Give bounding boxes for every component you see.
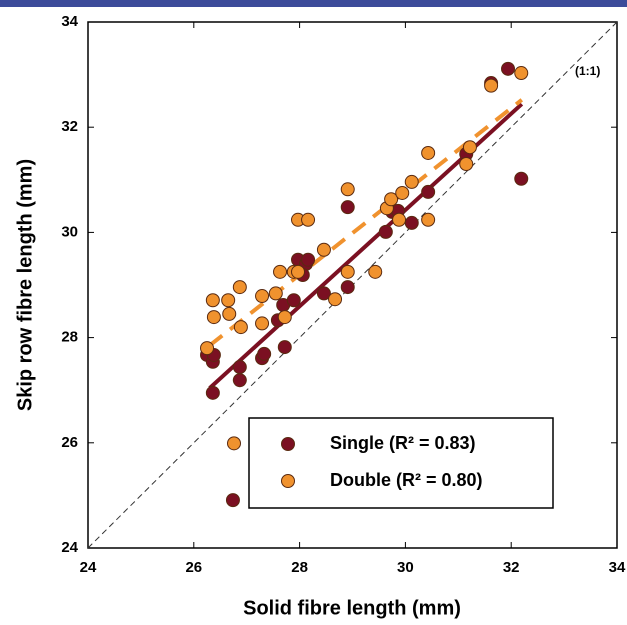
point xyxy=(384,192,399,207)
header-bar xyxy=(0,0,627,7)
x-tick-label: 24 xyxy=(80,559,97,576)
point xyxy=(232,373,247,388)
point xyxy=(222,306,237,321)
y-tick-label: 24 xyxy=(61,539,78,556)
point xyxy=(277,310,292,325)
point xyxy=(255,316,270,331)
point xyxy=(277,340,292,355)
point xyxy=(501,61,516,76)
y-tick-label: 32 xyxy=(61,118,78,135)
point xyxy=(404,215,419,230)
y-tick-label: 30 xyxy=(61,223,78,240)
point xyxy=(340,280,355,295)
point xyxy=(205,293,220,308)
y-tick-label: 26 xyxy=(61,434,78,451)
x-tick-label: 26 xyxy=(185,559,202,576)
y-axis-title: Skip row fibre length (mm) xyxy=(14,159,36,411)
point xyxy=(340,264,355,279)
x-tick-label: 34 xyxy=(609,559,626,576)
x-axis-title: Solid fibre length (mm) xyxy=(243,597,461,619)
x-tick-label: 32 xyxy=(503,559,520,576)
point xyxy=(378,224,393,239)
point xyxy=(232,360,247,375)
y-tick-label: 34 xyxy=(61,13,78,30)
point xyxy=(232,280,247,295)
legend-box xyxy=(248,417,554,509)
point xyxy=(316,242,331,257)
point xyxy=(514,66,529,81)
point xyxy=(233,320,248,335)
point xyxy=(200,341,215,356)
point xyxy=(227,436,242,451)
point xyxy=(392,212,407,227)
point xyxy=(205,385,220,400)
point xyxy=(459,157,474,172)
point xyxy=(286,293,301,308)
point xyxy=(421,145,436,160)
fit-line xyxy=(208,98,524,348)
legend-label: Single (R² = 0.83) xyxy=(330,433,476,453)
point xyxy=(328,292,343,307)
point xyxy=(484,78,499,93)
point xyxy=(301,212,316,227)
point xyxy=(255,289,270,304)
point xyxy=(514,171,529,186)
point xyxy=(206,310,221,325)
legend-label: Double (R² = 0.80) xyxy=(330,470,483,490)
point xyxy=(316,286,331,301)
point xyxy=(225,493,240,508)
point xyxy=(221,293,236,308)
annotation: (1:1) xyxy=(575,64,600,78)
x-tick-label: 30 xyxy=(397,559,414,576)
legend-marker xyxy=(281,474,295,488)
plot-frame xyxy=(87,21,618,549)
point xyxy=(268,286,283,301)
point xyxy=(421,184,436,199)
point xyxy=(273,264,288,279)
x-tick-label: 28 xyxy=(291,559,308,576)
point xyxy=(404,174,419,189)
point xyxy=(301,252,316,267)
point xyxy=(340,200,355,215)
point xyxy=(368,264,383,279)
legend-marker xyxy=(281,437,295,451)
y-tick-label: 28 xyxy=(61,329,78,346)
point xyxy=(395,185,410,200)
point xyxy=(421,212,436,227)
point xyxy=(462,140,477,155)
point xyxy=(291,264,306,279)
point xyxy=(257,346,272,361)
point xyxy=(340,182,355,197)
